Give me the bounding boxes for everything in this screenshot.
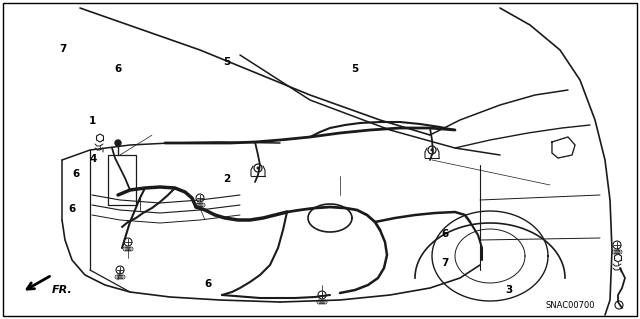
Text: 5: 5 — [351, 63, 359, 74]
Text: 3: 3 — [505, 285, 513, 295]
Text: 6: 6 — [204, 279, 212, 289]
Text: FR.: FR. — [52, 285, 73, 295]
Text: 2: 2 — [223, 174, 231, 184]
Text: 1: 1 — [89, 116, 97, 126]
Text: 7: 7 — [441, 258, 449, 268]
Text: 4: 4 — [89, 154, 97, 165]
Text: 5: 5 — [223, 57, 231, 67]
Circle shape — [257, 167, 259, 169]
Polygon shape — [552, 137, 575, 158]
Text: 6: 6 — [72, 169, 79, 179]
Bar — [108, 155, 136, 205]
Text: 6: 6 — [441, 229, 449, 240]
Text: 7: 7 — [59, 44, 67, 55]
Text: 6: 6 — [68, 204, 76, 214]
Text: 6: 6 — [115, 63, 122, 74]
Circle shape — [431, 149, 433, 152]
Circle shape — [115, 140, 121, 146]
Text: SNAC00700: SNAC00700 — [545, 301, 595, 310]
